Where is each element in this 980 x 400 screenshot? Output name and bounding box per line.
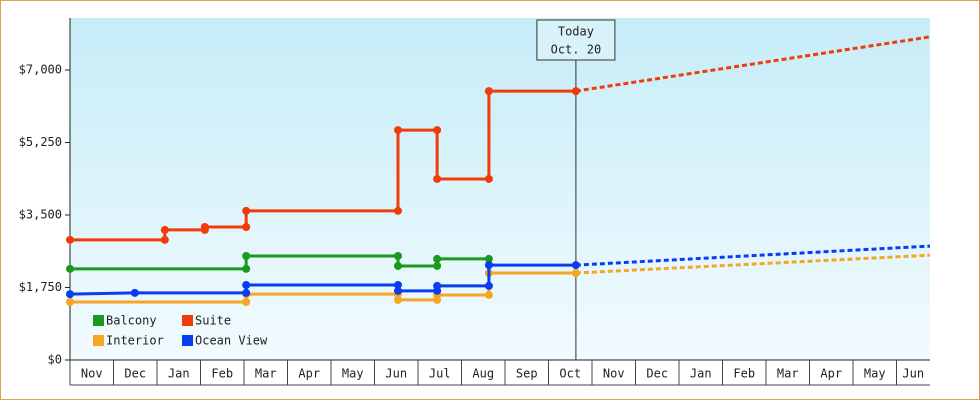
x-tick-label: Dec [124,367,146,381]
point [433,281,442,290]
today-date: Oct. 20 [551,43,602,57]
projection-line [575,253,931,275]
point [242,288,251,297]
x-tick-label: May [864,367,886,381]
x-tick-label: Jan [690,367,712,381]
y-tick-label: $5,250 [19,135,62,149]
x-tick-label: Feb [211,367,233,381]
legend-swatch [182,315,193,326]
point [242,223,251,232]
point [484,87,493,96]
point [242,252,251,261]
point [571,268,580,277]
point [242,206,251,215]
point [66,297,74,306]
y-tick-label: $3,500 [19,207,62,221]
point [433,261,442,270]
point [433,174,442,183]
point [484,261,493,270]
x-tick-label: Jan [168,367,190,381]
point [160,225,169,234]
legend-swatch [93,315,104,326]
series-line [70,89,576,242]
point [393,206,402,215]
point [484,254,493,263]
point [393,261,402,270]
point [433,254,442,263]
point [242,264,251,273]
point [393,126,402,135]
legend-label: Balcony [106,314,157,328]
legend-label: Ocean View [195,334,268,348]
point [66,264,74,273]
x-tick-label: Aug [472,367,494,381]
point [130,288,139,297]
point [242,297,251,306]
point [393,281,402,290]
x-tick-label: Jun [902,367,924,381]
x-tick-label: Sep [516,367,538,381]
y-tick-label: $1,750 [19,280,62,294]
x-tick-label: Oct [559,367,581,381]
point [66,235,74,244]
plot-area [70,18,930,360]
point [242,281,251,290]
point [484,281,493,290]
point [393,252,402,261]
point [484,290,493,299]
point [66,290,74,299]
x-tick-label: Dec [646,367,668,381]
x-tick-label: Feb [733,367,755,381]
x-tick-label: Apr [820,367,842,381]
x-tick-label: Nov [603,367,625,381]
x-tick-label: Mar [255,367,277,381]
today-box [536,19,616,61]
x-tick-label: Mar [777,367,799,381]
x-tick-label: Nov [81,367,103,381]
x-tick-label: Jul [429,367,451,381]
x-tick-label: May [342,367,364,381]
point [571,261,580,270]
legend-swatch [182,335,193,346]
y-tick-label: $0 [48,353,62,367]
x-tick-label: Apr [298,367,320,381]
projection-line [575,244,931,267]
point [484,174,493,183]
projection-line [575,35,931,93]
point [160,235,169,244]
point [393,286,402,295]
y-tick-label: $7,000 [19,62,62,76]
legend-label: Interior [106,334,164,348]
today-label: Today [558,25,594,39]
legend-swatch [93,335,104,346]
point [571,87,580,96]
point [433,126,442,135]
point [200,223,209,232]
x-tick-label: Jun [385,367,407,381]
legend-label: Suite [195,314,231,328]
point [393,295,402,304]
